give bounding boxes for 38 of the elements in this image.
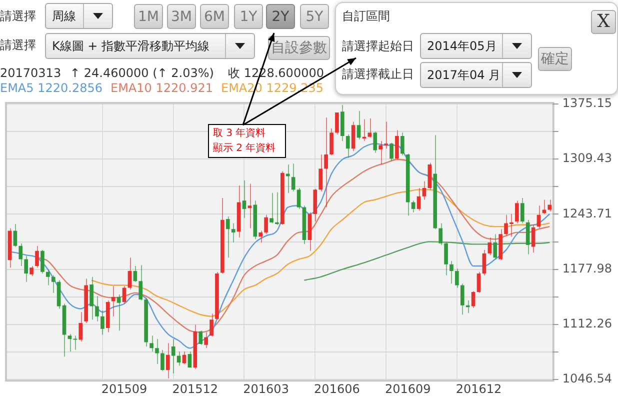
line-series	[90, 189, 550, 317]
text: 請選擇截止日	[342, 67, 414, 81]
x-tick-label: 201612	[456, 382, 502, 396]
text: X	[597, 11, 610, 32]
text: 2014年05月	[427, 39, 497, 53]
text: ↑ 24.460000 (↑ 2.03%)	[70, 66, 214, 80]
text: 確定	[541, 51, 569, 67]
y-tick-label: 1112.26	[562, 316, 612, 331]
y-tick-label: 1375.15	[562, 96, 612, 110]
x-tick-label: 201509	[101, 382, 148, 396]
text: EMA5 1220.2856	[0, 81, 102, 95]
text: 1M	[138, 8, 159, 24]
text: 周線	[52, 9, 76, 23]
annotation: 取 3 年資料	[213, 128, 266, 138]
text: 6M	[204, 8, 225, 24]
y-tick-label: 1177.98	[562, 261, 612, 276]
text: 自設參數	[271, 40, 327, 56]
text: 5Y	[306, 8, 324, 24]
text: 3M	[171, 8, 192, 24]
text: 請選擇起始日	[342, 39, 414, 53]
text: 請選擇	[0, 9, 36, 23]
text: 1Y	[240, 8, 258, 24]
text: 自訂區間	[342, 9, 390, 23]
x-tick-label: 201606	[314, 382, 360, 396]
x-tick-label: 201609	[384, 382, 431, 396]
y-tick-label: 1046.54	[562, 372, 612, 386]
y-tick-label: 1243.71	[562, 206, 612, 220]
x-tick-label: 201603	[243, 382, 289, 396]
text: EMA10 1220.921	[110, 81, 213, 95]
y-tick-label: 1309.43	[562, 151, 612, 166]
line-series	[304, 241, 550, 281]
text: K線圖 + 指數平滑移動平均線	[52, 39, 210, 53]
text: 請選擇	[0, 38, 36, 52]
text: 20170313	[0, 66, 62, 80]
text: 2017年04 月	[427, 68, 501, 82]
annotation: 顯示 2 年資料	[213, 142, 276, 154]
x-tick-label: 201512	[172, 382, 218, 396]
text: 2Y	[272, 8, 290, 24]
